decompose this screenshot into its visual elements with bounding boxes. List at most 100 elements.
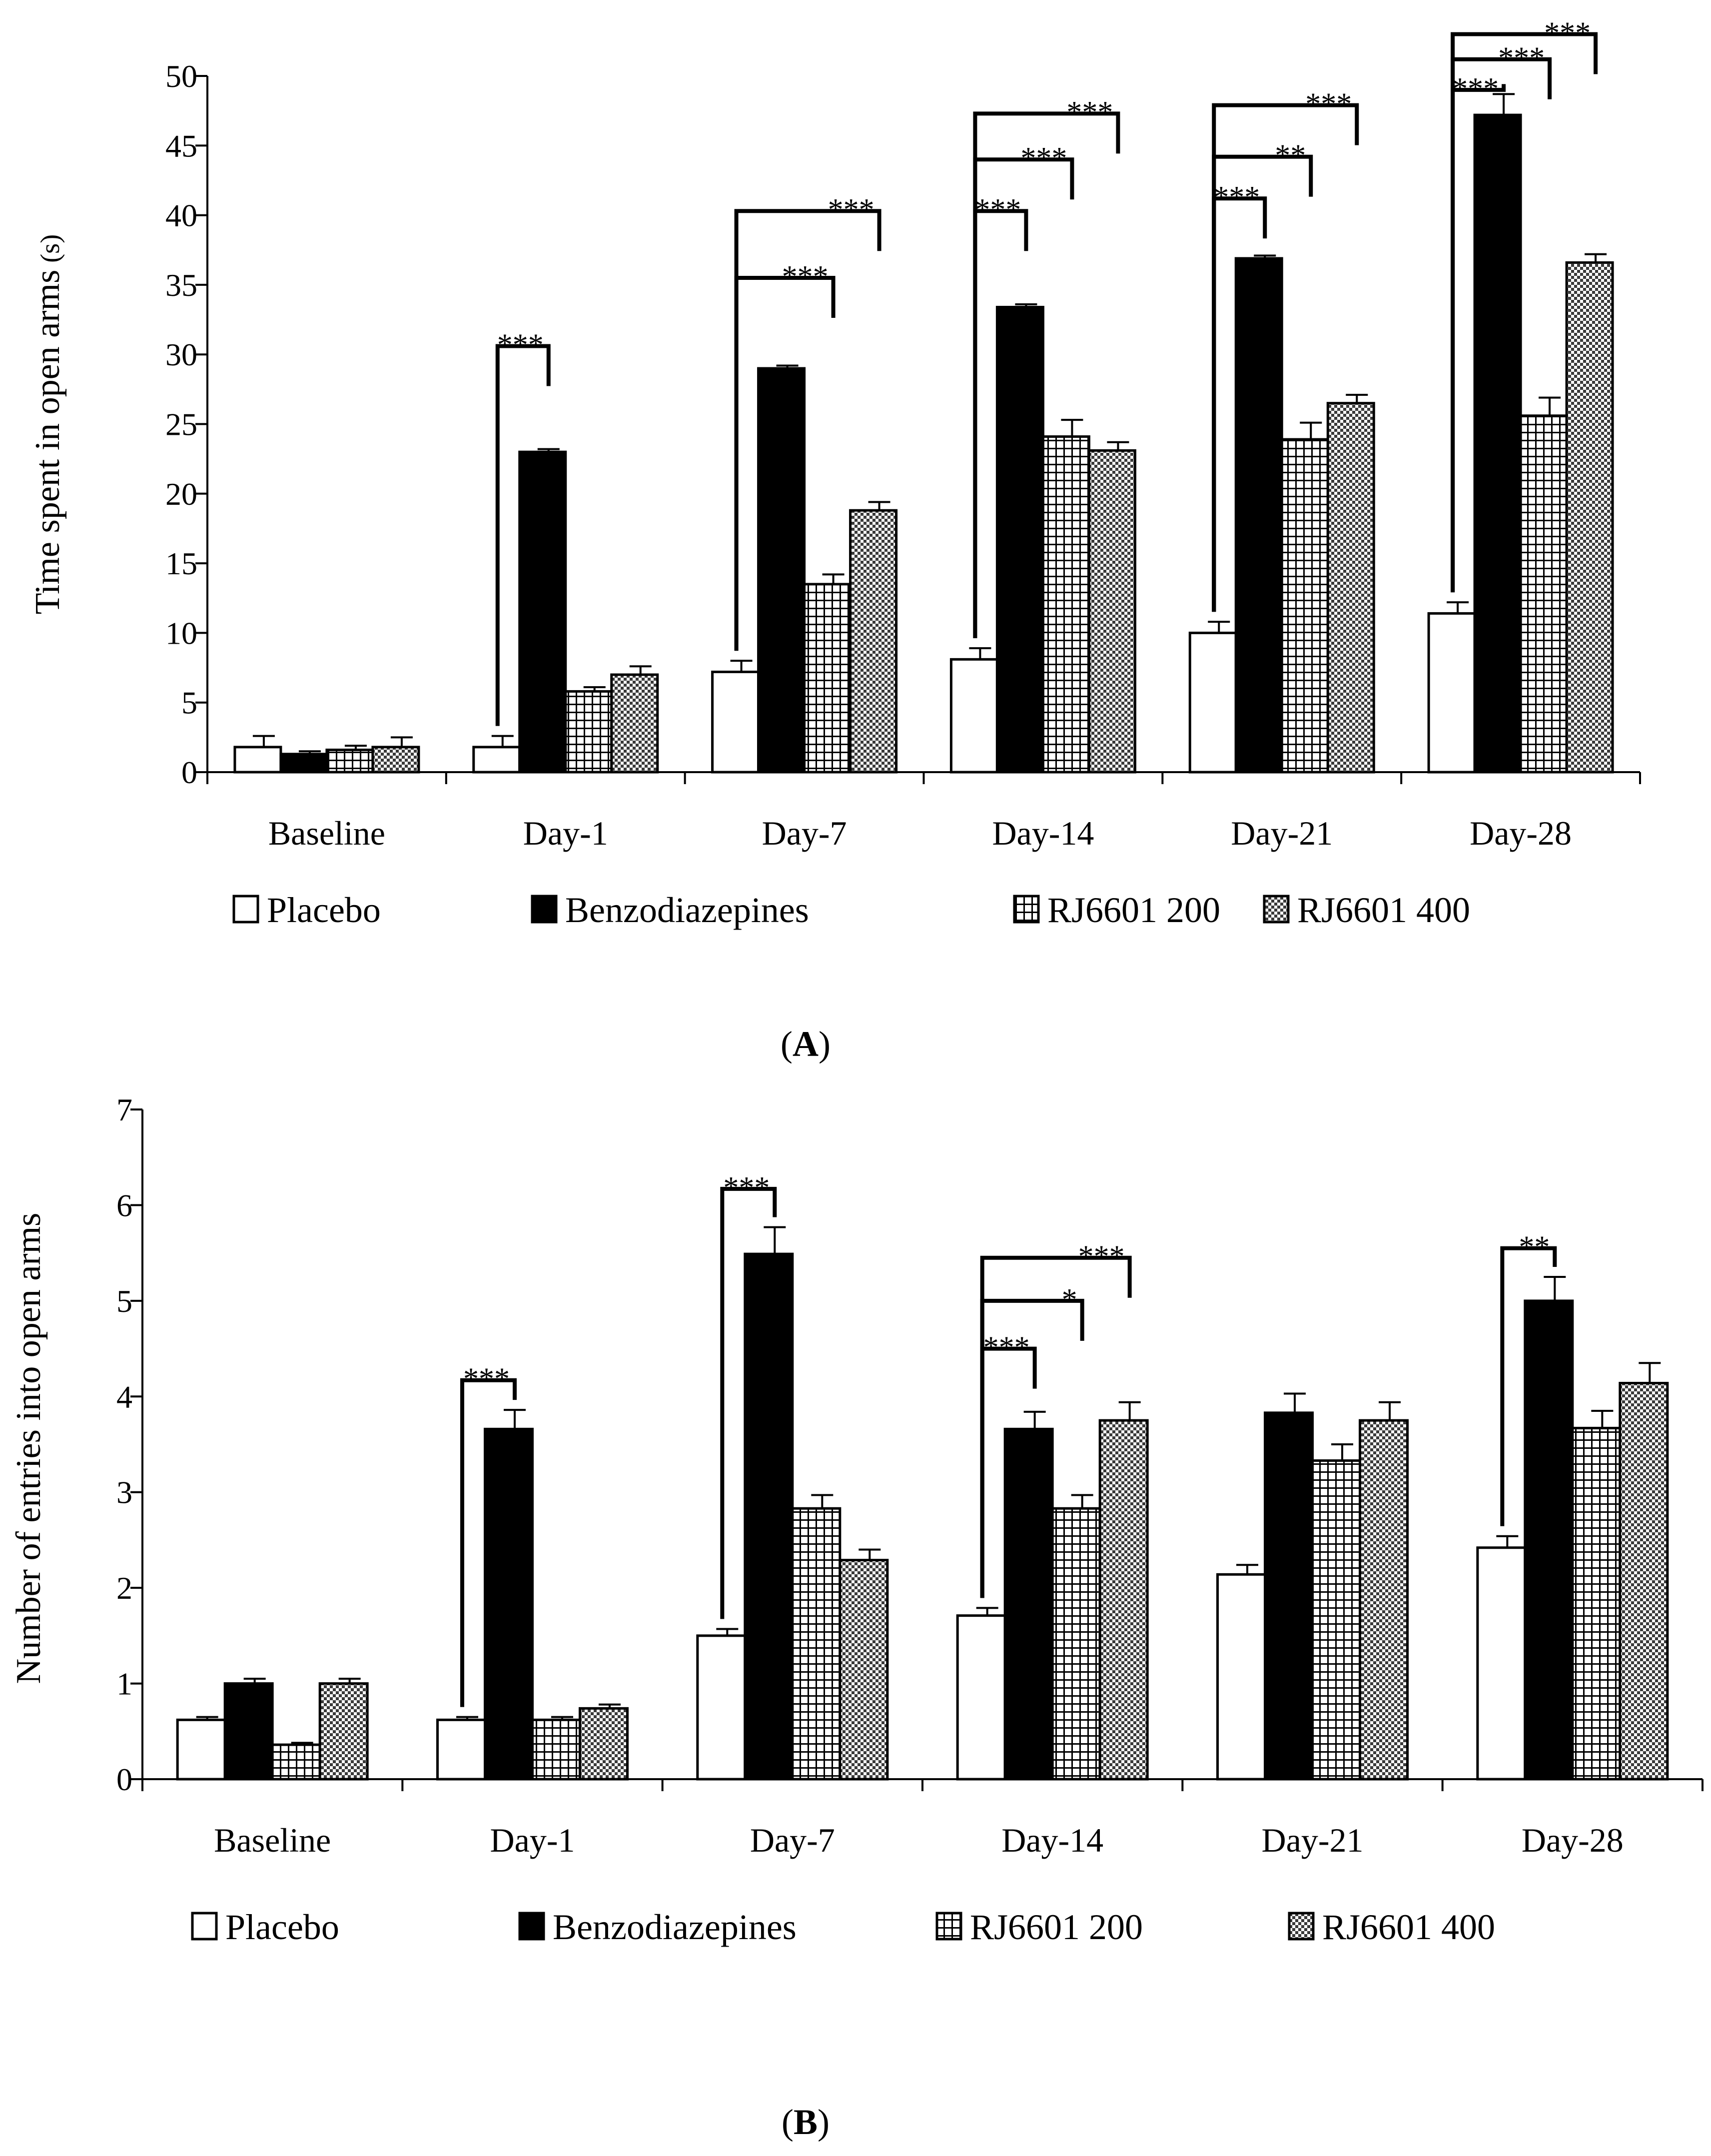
legend-item-rj6601-400: RJ6601 400 (1288, 1907, 1495, 1947)
error-bar (537, 448, 560, 452)
panel-a-caption: (A) (781, 1024, 831, 1064)
significance-label: *** (1452, 72, 1499, 106)
error-bar (629, 665, 652, 675)
bar-benzodiazepines-baseline (279, 753, 328, 774)
significance-bracket (1500, 1246, 1557, 1526)
legend-swatch (531, 895, 558, 924)
significance-bracket (734, 209, 881, 651)
bar-rj6601-200-day-1 (564, 690, 613, 774)
error-bar (776, 364, 799, 369)
y-tick-label: 50 (165, 58, 197, 94)
error-bar (976, 1607, 998, 1616)
y-tick-label: 2 (116, 1570, 132, 1606)
error-bar (1591, 1410, 1614, 1428)
error-bar (583, 686, 606, 692)
bar-rj6601-400-day-7 (849, 509, 898, 774)
significance-bracket (495, 344, 551, 726)
bar-rj6601-200-day-14 (1051, 1507, 1101, 1781)
bar-rj6601-400-day-7 (839, 1559, 889, 1781)
bar-rj6601-200-baseline (271, 1743, 321, 1781)
error-bar (291, 1742, 313, 1745)
significance-label: *** (1213, 180, 1260, 214)
error-bar (811, 1494, 834, 1509)
x-tick-label-baseline: Baseline (214, 1821, 331, 1859)
bar-rj6601-400-baseline (318, 1682, 369, 1781)
legend-item-benzodiazepines: Benzodiazepines (531, 890, 809, 930)
bar-benzodiazepines-day-14 (1003, 1427, 1054, 1781)
error-bar (599, 1703, 621, 1709)
panel-b-plot: 0 1 2 3 4 5 6 7 Baseline Day-1 Day-7 Day-14 Day-21 Da… (116, 1092, 1704, 1947)
error-bar (1107, 441, 1129, 451)
legend-swatch (935, 1912, 962, 1941)
legend-swatch (1013, 895, 1040, 924)
bar-rj6601-200-day-7 (791, 1507, 842, 1781)
x-tick-label-day-1: Day-1 (523, 814, 608, 852)
significance-bracket (980, 1255, 1132, 1598)
error-bar (390, 736, 413, 747)
significance-label: * (1062, 1283, 1077, 1317)
bar-placebo-day-7 (711, 670, 760, 774)
bar-rj6601-200-day-21 (1280, 438, 1329, 774)
bar-rj6601-200-day-21 (1311, 1459, 1361, 1781)
error-bar (456, 1716, 478, 1720)
legend-label: RJ6601 200 (970, 1907, 1143, 1947)
bar-placebo-day-28 (1476, 1546, 1527, 1781)
bar-rj6601-400-day-21 (1326, 402, 1375, 774)
bar-rj6601-400-day-21 (1359, 1419, 1409, 1781)
significance-label: *** (1020, 141, 1067, 175)
legend-label: RJ6601 400 (1322, 1907, 1495, 1947)
x-tick-label-day-7: Day-7 (762, 814, 847, 852)
error-bar (1539, 396, 1561, 416)
error-bar (1071, 1494, 1093, 1509)
x-tick-label-day-28: Day-28 (1522, 1821, 1624, 1859)
legend-swatch (191, 1912, 218, 1941)
significance-bracket (720, 1186, 777, 1619)
significance-label: ** (1275, 139, 1306, 173)
error-bar (1300, 421, 1322, 440)
legend-item-placebo: Placebo (191, 1907, 339, 1947)
significance-label: ** (1519, 1230, 1550, 1264)
significance-bracket (460, 1378, 517, 1707)
legend-item-placebo: Placebo (232, 890, 381, 930)
significance-label: *** (723, 1171, 770, 1205)
error-bar (1496, 1535, 1519, 1548)
error-bar (764, 1226, 786, 1254)
legend-item-rj6601-200: RJ6601 200 (935, 1907, 1143, 1947)
error-bar (1284, 1392, 1306, 1413)
bar-benzodiazepines-day-14 (995, 305, 1044, 774)
significance-bracket (973, 111, 1120, 639)
significance-label: *** (1498, 41, 1545, 75)
legend-label: Placebo (267, 890, 381, 930)
x-tick-label-day-14: Day-14 (992, 814, 1094, 852)
error-bar (1331, 1443, 1353, 1461)
error-bar (1061, 419, 1083, 437)
y-tick-label: 4 (116, 1379, 132, 1414)
error-bar (1208, 621, 1230, 633)
y-tick-label: 1 (116, 1666, 132, 1702)
legend-label: Benzodiazepines (553, 1907, 797, 1947)
legend-item-rj6601-400: RJ6601 400 (1263, 890, 1470, 930)
error-bar (858, 1548, 881, 1560)
bar-benzodiazepines-day-28 (1524, 1299, 1574, 1781)
significance-label: *** (782, 260, 829, 294)
error-bar (551, 1716, 573, 1720)
y-tick-label: 15 (165, 546, 197, 581)
y-tick-label: 30 (165, 337, 197, 372)
legend-label: RJ6601 400 (1297, 890, 1470, 930)
bar-placebo-baseline (176, 1718, 226, 1781)
bar-placebo-baseline (233, 746, 282, 774)
significance-bracket (1451, 32, 1598, 593)
bar-placebo-day-14 (949, 658, 998, 774)
legend-label: RJ6601 200 (1047, 890, 1220, 930)
bar-rj6601-400-day-14 (1098, 1419, 1149, 1781)
bar-rj6601-200-day-28 (1571, 1426, 1622, 1781)
error-bar (1639, 1362, 1661, 1383)
error-bar (1585, 253, 1607, 263)
panel-b-caption: (B) (782, 2102, 830, 2142)
error-bar (1023, 1410, 1046, 1429)
x-tick-label-day-21: Day-21 (1262, 1821, 1364, 1859)
error-bar (344, 745, 367, 750)
error-bar (969, 647, 991, 660)
bar-rj6601-400-day-1 (579, 1707, 629, 1781)
